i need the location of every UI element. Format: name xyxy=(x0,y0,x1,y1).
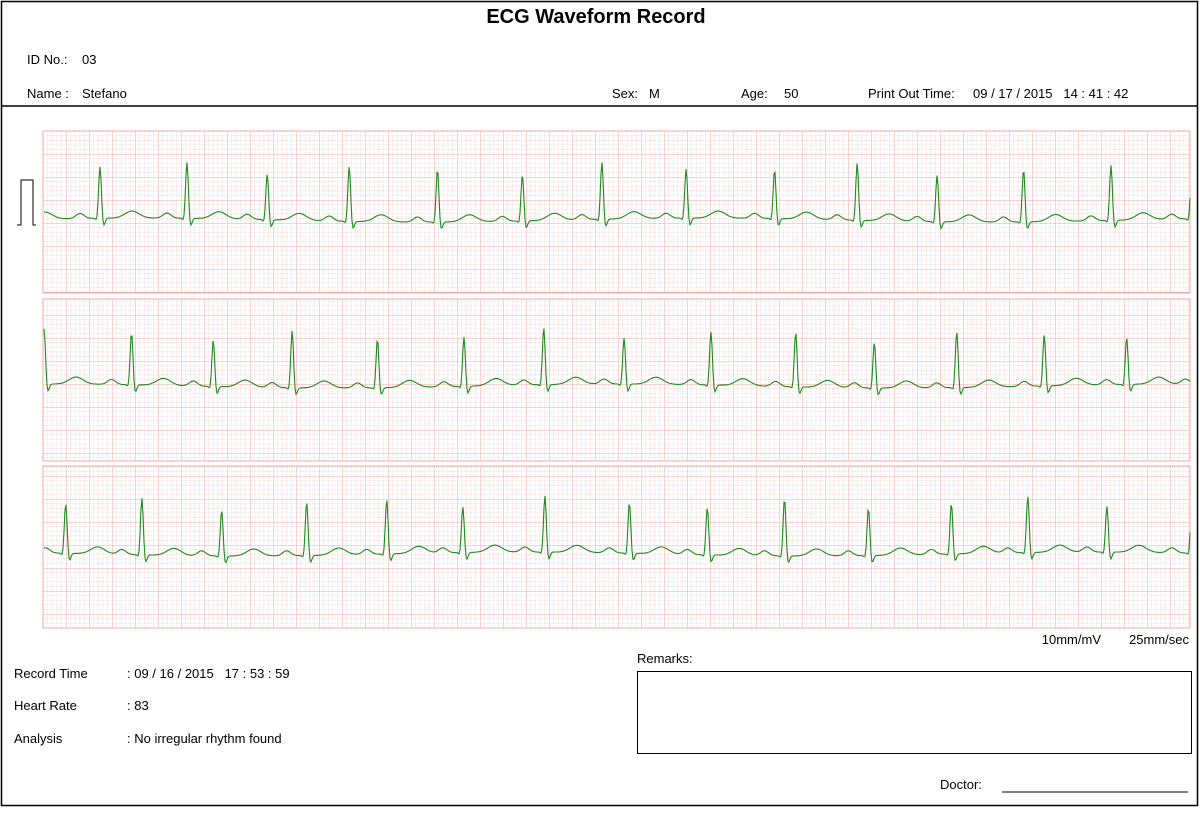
remarks-label: Remarks: xyxy=(637,651,693,666)
name: Stefano xyxy=(82,86,127,101)
info-value: : No irregular rhythm found xyxy=(127,731,282,746)
info-label: Analysis xyxy=(14,731,63,746)
id: 03 xyxy=(82,52,96,67)
info-value: : 09 / 16 / 2015 17 : 53 : 59 xyxy=(127,666,290,681)
title: ECG Waveform Record xyxy=(486,6,705,28)
remarks-box xyxy=(637,671,1192,754)
waveforms xyxy=(43,162,1191,564)
grid-strip xyxy=(42,298,1191,462)
grid-strip xyxy=(42,465,1191,629)
print-time: 09 / 17 / 2015 14 : 41 : 42 xyxy=(973,86,1128,101)
ecg-trace xyxy=(43,328,1191,396)
sex-label: Sex: xyxy=(612,86,638,101)
info-label: Record Time xyxy=(14,666,88,681)
calibration-pulse xyxy=(17,179,36,226)
age: 50 xyxy=(784,86,798,101)
age-label: Age: xyxy=(741,86,768,101)
print-label: Print Out Time: xyxy=(868,86,955,101)
id-label: ID No.: xyxy=(27,52,67,67)
speed: 25mm/sec xyxy=(1129,632,1189,647)
grid-strip xyxy=(42,130,1191,294)
info-value: : 83 xyxy=(127,698,149,713)
info-label: Heart Rate xyxy=(14,698,77,713)
name-label: Name : xyxy=(27,86,69,101)
ecg-trace xyxy=(43,162,1191,231)
ecg-trace xyxy=(43,495,1191,564)
gain: 10mm/mV xyxy=(1042,632,1102,647)
doctor-label: Doctor: xyxy=(940,777,982,792)
sex: M xyxy=(649,86,660,101)
